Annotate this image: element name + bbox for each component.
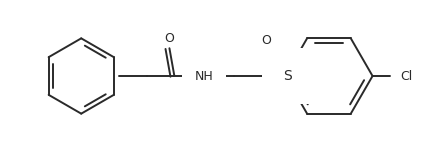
Text: O: O [165,32,174,45]
Text: S: S [283,69,292,83]
Text: Cl: Cl [400,69,412,83]
Text: O: O [261,34,271,47]
Text: NH: NH [195,69,213,83]
